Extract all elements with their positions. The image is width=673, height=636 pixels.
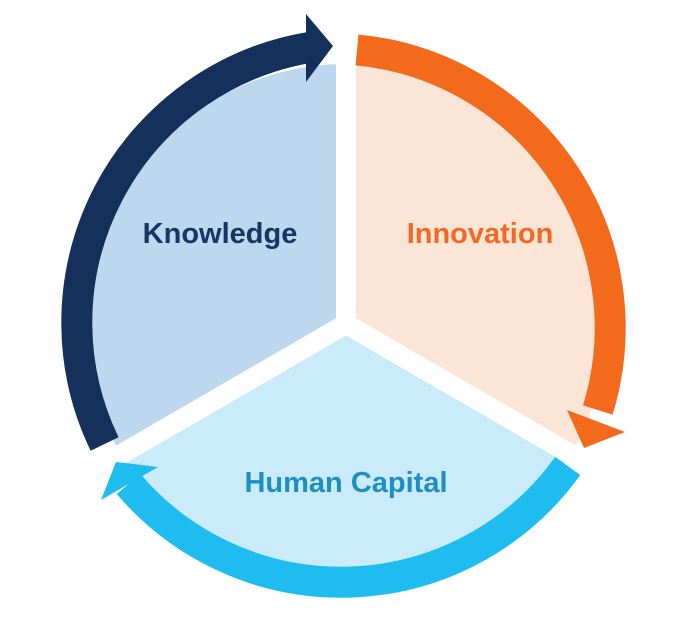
human-capital-arrowhead-icon xyxy=(101,462,158,500)
knowledge-arrow-shaft xyxy=(61,31,314,451)
human-capital-label: Human Capital xyxy=(244,467,447,499)
segment-dividers xyxy=(74,20,618,487)
divider-left xyxy=(74,315,352,487)
innovation-arrowhead-icon xyxy=(567,410,625,448)
knowledge-label: Knowledge xyxy=(143,218,298,250)
innovation-arrow-shaft xyxy=(355,34,626,415)
human-capital-arrow xyxy=(101,456,581,598)
innovation-arrow xyxy=(355,34,626,448)
divider-right xyxy=(340,315,618,487)
human-capital-arrow-shaft xyxy=(116,456,581,598)
innovation-label: Innovation xyxy=(407,218,554,250)
knowledge-arrowhead-icon xyxy=(306,14,333,82)
knowledge-arrow xyxy=(61,14,333,451)
